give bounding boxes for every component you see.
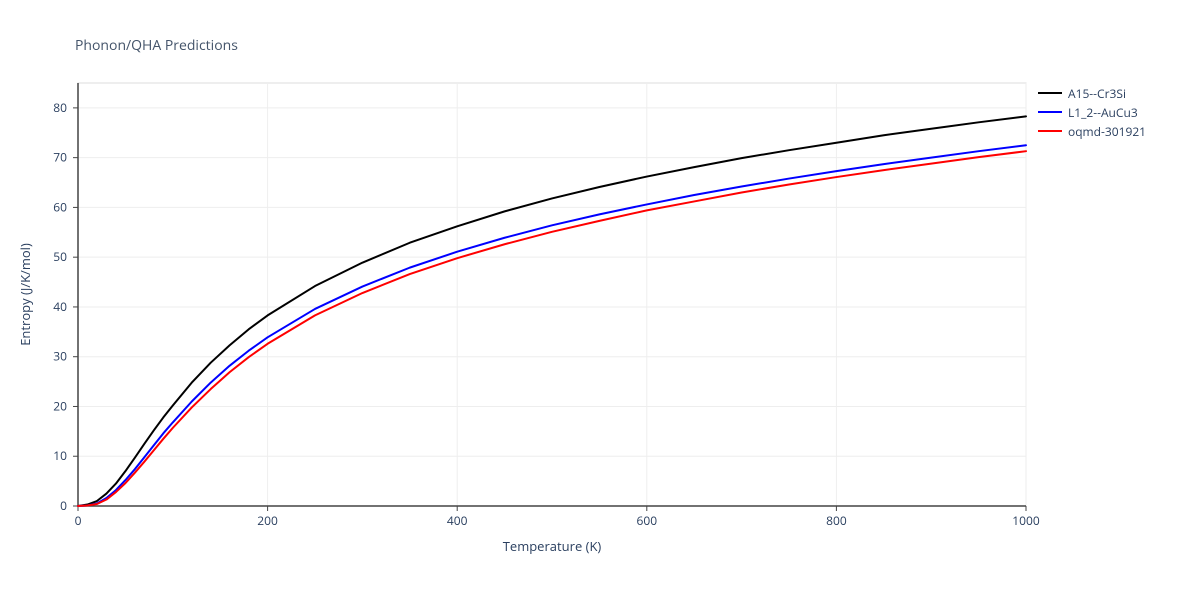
y-tick-label: 80 bbox=[53, 99, 67, 116]
plot-area bbox=[78, 83, 1026, 506]
legend-label: A15--Cr3Si bbox=[1068, 85, 1126, 102]
y-tick-label: 40 bbox=[53, 298, 67, 315]
x-tick-label: 600 bbox=[637, 512, 658, 529]
legend-label: L1_2--AuCu3 bbox=[1068, 104, 1138, 121]
x-tick-label: 0 bbox=[75, 512, 82, 529]
y-tick-label: 70 bbox=[53, 149, 67, 166]
y-tick-label: 30 bbox=[53, 348, 67, 365]
y-axis-label: Entropy (J/K/mol) bbox=[16, 243, 34, 346]
y-tick-label: 0 bbox=[60, 497, 67, 514]
legend-label: oqmd-301921 bbox=[1068, 123, 1146, 140]
y-tick-label: 20 bbox=[53, 397, 67, 414]
legend-swatch bbox=[1038, 92, 1062, 94]
legend-swatch bbox=[1038, 111, 1062, 113]
x-tick-label: 200 bbox=[257, 512, 278, 529]
y-tick-label: 10 bbox=[53, 447, 67, 464]
y-tick-label: 50 bbox=[53, 248, 67, 265]
y-tick-label: 60 bbox=[53, 198, 67, 215]
legend-item[interactable]: A15--Cr3Si bbox=[1038, 85, 1126, 101]
x-axis-label: Temperature (K) bbox=[503, 537, 602, 555]
legend-item[interactable]: L1_2--AuCu3 bbox=[1038, 104, 1138, 120]
x-tick-label: 400 bbox=[447, 512, 468, 529]
chart-title: Phonon/QHA Predictions bbox=[75, 36, 238, 55]
x-tick-label: 1000 bbox=[1012, 512, 1040, 529]
legend-item[interactable]: oqmd-301921 bbox=[1038, 123, 1146, 139]
x-tick-label: 800 bbox=[826, 512, 847, 529]
legend-swatch bbox=[1038, 130, 1062, 132]
entropy-chart: 0 200 400 600 800 1000 0 10 20 30 40 50 60 70 80 Temper… bbox=[0, 0, 1200, 600]
